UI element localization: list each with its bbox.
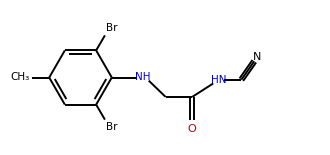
Text: Br: Br	[106, 122, 118, 132]
Text: HN: HN	[211, 75, 227, 85]
Text: CH₃: CH₃	[11, 73, 30, 82]
Text: Br: Br	[106, 23, 118, 33]
Text: NH: NH	[135, 73, 151, 82]
Text: N: N	[252, 52, 261, 62]
Text: O: O	[188, 124, 197, 134]
